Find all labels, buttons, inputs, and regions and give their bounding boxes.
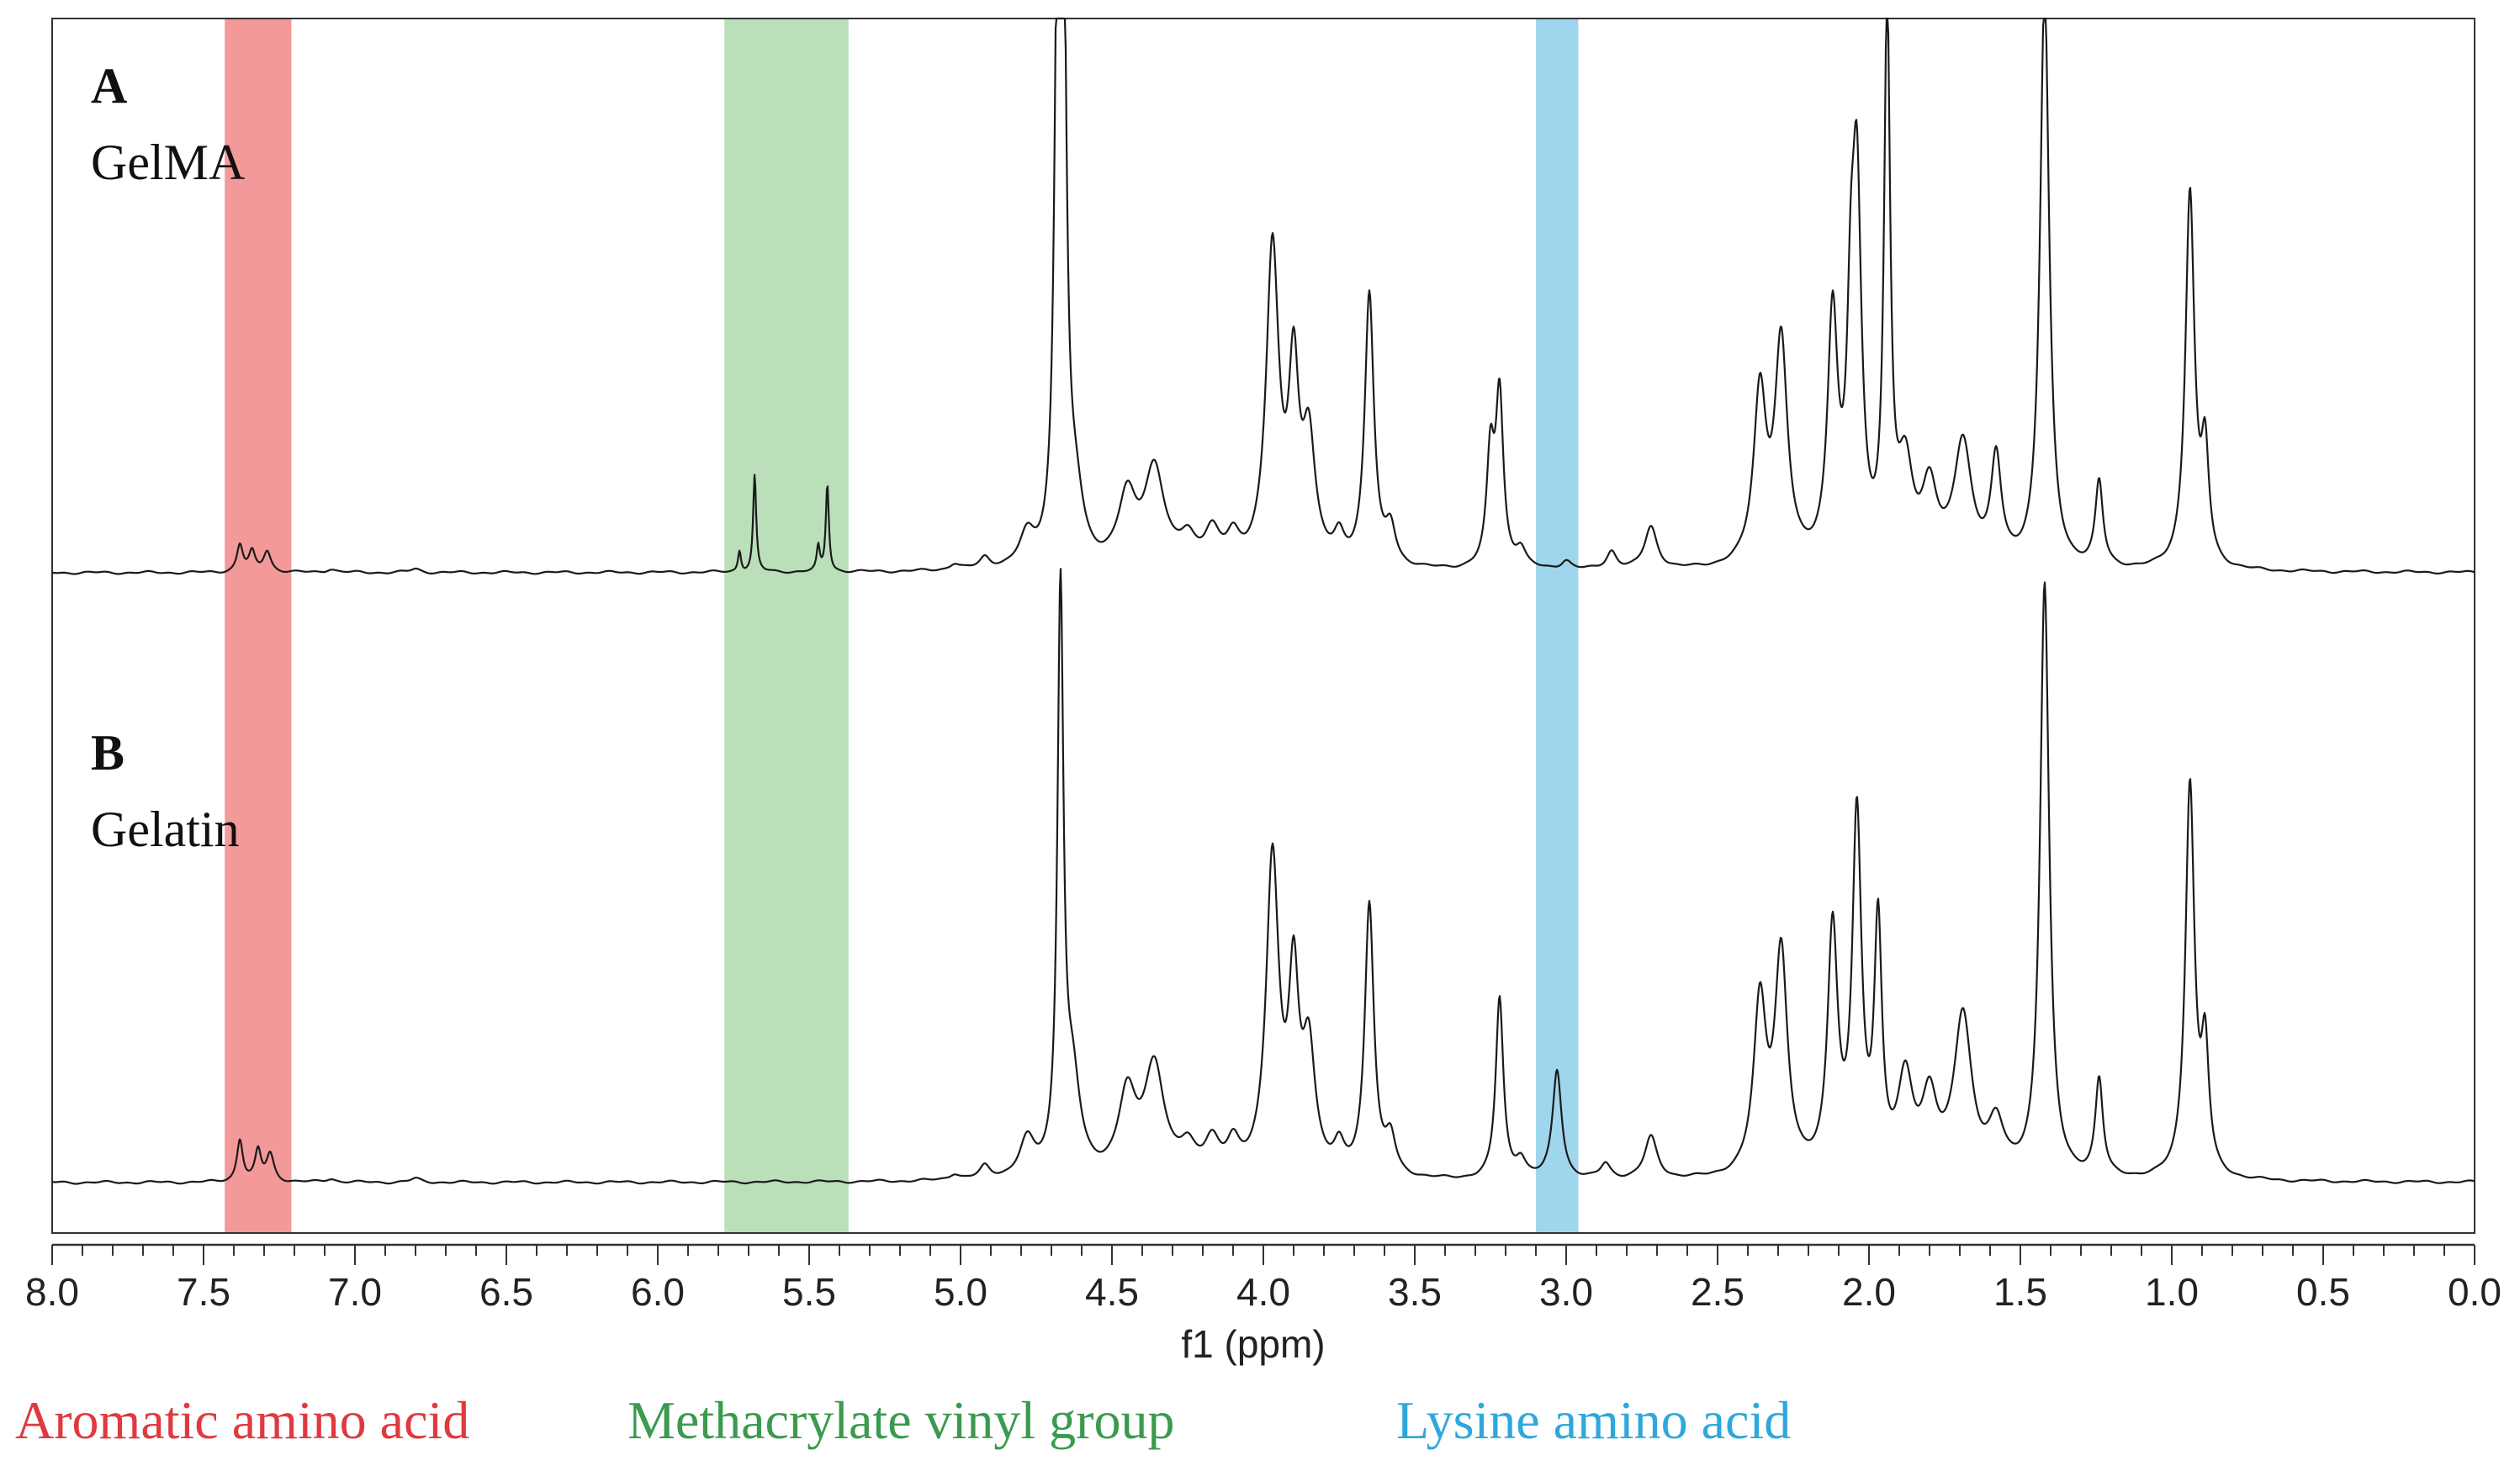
tick-label: 5.5 [782, 1270, 836, 1314]
legend-lysine-amino-acid: Lysine amino acid [1396, 1390, 1791, 1450]
tick-label: 7.5 [177, 1270, 230, 1314]
tick-label: 2.0 [1842, 1270, 1896, 1314]
panel-b-letter: B [91, 725, 124, 781]
spectra-traces [51, 17, 2475, 1185]
tick-label: 6.5 [479, 1270, 533, 1314]
trace-gelatin [51, 568, 2475, 1185]
region-2 [1536, 19, 1579, 1233]
region-1 [724, 19, 849, 1233]
panel-a-label: A GelMA [91, 58, 245, 190]
tick-label: 3.0 [1539, 1270, 1593, 1314]
trace-gelma [51, 17, 2475, 575]
panel-a-letter: A [91, 58, 127, 114]
tick-label: 0.5 [2296, 1270, 2350, 1314]
panel-b-label: B Gelatin [91, 725, 240, 857]
plot-frame [51, 18, 2475, 1234]
tick-label: 5.0 [934, 1270, 987, 1314]
legend-methacrylate-vinyl-group: Methacrylate vinyl group [627, 1390, 1174, 1450]
legend: Aromatic amino acid Methacrylate vinyl g… [15, 1390, 1791, 1450]
tick-label: 8.0 [25, 1270, 79, 1314]
tick-label: 6.0 [631, 1270, 685, 1314]
panel-b-name: Gelatin [91, 802, 240, 857]
legend-aromatic-amino-acid: Aromatic amino acid [15, 1390, 469, 1450]
panel-a-name: GelMA [91, 135, 245, 190]
region-0 [225, 19, 292, 1233]
tick-label: 0.0 [2448, 1270, 2501, 1314]
tick-label: 2.5 [1691, 1270, 1744, 1314]
x-axis-title: f1 (ppm) [1181, 1322, 1325, 1366]
tick-label: 1.0 [2145, 1270, 2199, 1314]
tick-label: 1.5 [1993, 1270, 2047, 1314]
tick-label: 3.5 [1388, 1270, 1442, 1314]
tick-label: 4.0 [1236, 1270, 1290, 1314]
x-axis: 8.0 7.5 7.0 6.5 6.0 5.5 5.0 4.5 4.0 3.5 3.0 2.5 2.0 1… [25, 1243, 2501, 1314]
highlight-regions [225, 19, 1579, 1233]
tick-label: 4.5 [1085, 1270, 1139, 1314]
tick-label: 7.0 [328, 1270, 382, 1314]
